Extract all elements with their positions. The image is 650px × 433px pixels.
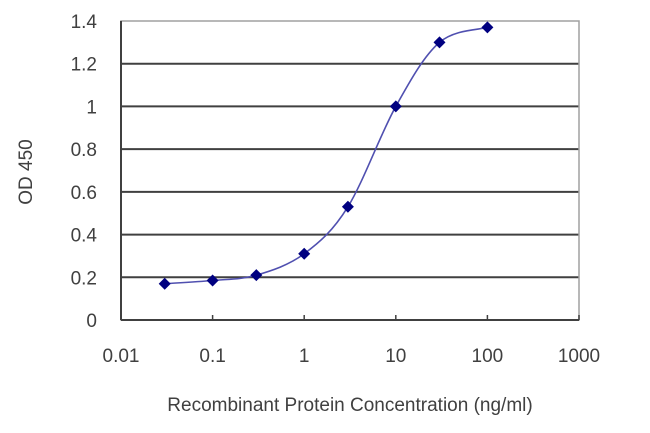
gridlines: [121, 62, 579, 279]
x-axis-title: Recombinant Protein Concentration (ng/ml…: [167, 395, 532, 416]
diamond-marker: [250, 269, 263, 282]
x-axis-ticks: [120, 315, 580, 320]
x-tick-label: 1: [299, 346, 310, 367]
x-tick-label: 1000: [558, 346, 600, 367]
diamond-marker: [341, 200, 354, 213]
x-tick-label: 0.01: [103, 346, 140, 367]
y-tick-label: 0.8: [71, 140, 97, 161]
x-axis-tick-labels: 0.01 0.1 1 10 100 1000: [103, 346, 601, 367]
y-tick-label: 0: [86, 311, 97, 332]
diamond-marker: [481, 21, 494, 34]
y-axis-tick-labels: 0 0.2 0.4 0.6 0.8 1 1.2 1.4: [71, 12, 98, 332]
x-tick-label: 0.1: [199, 346, 225, 367]
plot-frame: [120, 20, 580, 321]
y-axis-title: OD 450: [16, 139, 37, 204]
x-tick-label: 10: [385, 346, 406, 367]
y-tick-label: 0.2: [71, 268, 97, 289]
fit-curve: [164, 26, 488, 285]
data-points: [158, 21, 494, 290]
x-tick-label: 100: [472, 346, 504, 367]
diamond-marker: [433, 36, 446, 49]
y-tick-label: 0.4: [71, 226, 98, 247]
diamond-marker: [389, 100, 402, 113]
y-tick-label: 0.6: [71, 183, 97, 204]
diamond-marker: [206, 274, 219, 287]
y-tick-label: 1.4: [71, 12, 98, 33]
diamond-marker: [298, 247, 311, 260]
y-tick-label: 1: [86, 97, 97, 118]
y-tick-label: 1.2: [71, 55, 97, 76]
diamond-marker: [158, 277, 171, 290]
